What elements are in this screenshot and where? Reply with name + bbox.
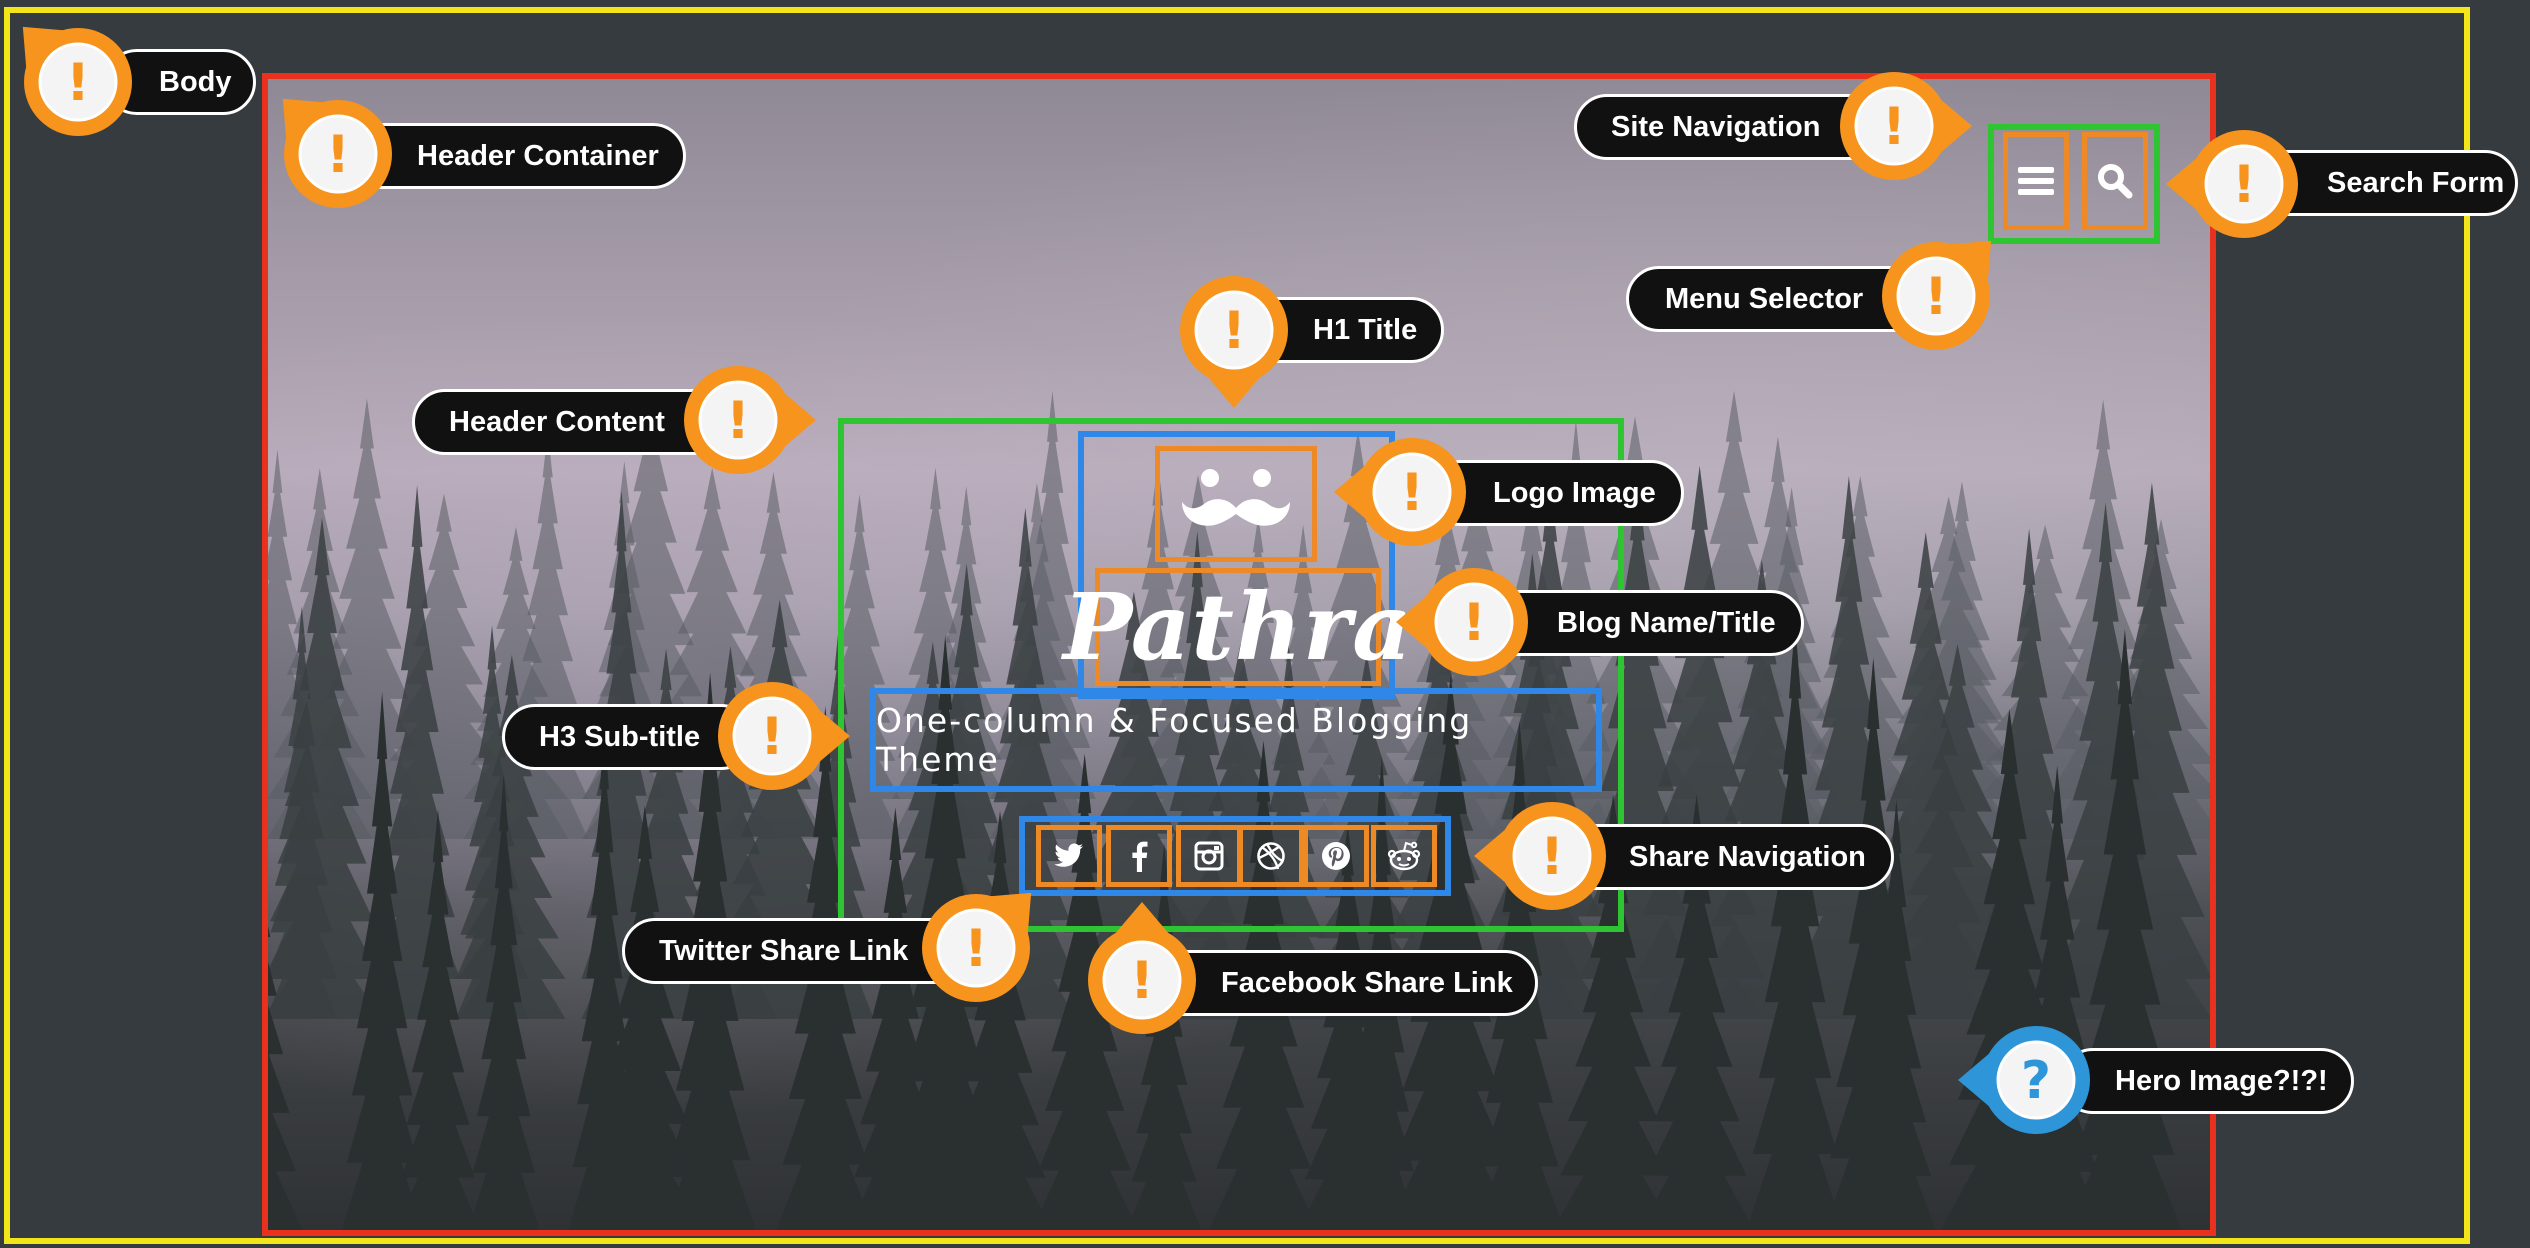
exclamation-icon: ! — [326, 125, 350, 185]
exclamation-icon: ! — [726, 391, 750, 451]
logo-image[interactable] — [1155, 446, 1317, 562]
warning-badge-header-content: ! — [682, 364, 816, 476]
instagram-icon — [1194, 841, 1224, 871]
warning-badge-header-container: ! — [282, 98, 394, 210]
tree-shape — [1856, 799, 1937, 1230]
callout-site-navigation-text: Site Navigation — [1611, 110, 1821, 143]
callout-hero-image-text: Hero Image?!?! — [2115, 1064, 2328, 1097]
warning-badge-menu-selector: ! — [1880, 240, 1992, 352]
tree-shape — [948, 810, 1052, 1230]
h3-subtitle: One-column & Focused Blogging Theme — [870, 688, 1602, 792]
tree-shape — [586, 805, 703, 1230]
tree-shape — [268, 517, 382, 1019]
blog-name-title[interactable]: Pathra — [1063, 568, 1412, 686]
dribbble-share-link[interactable] — [1238, 825, 1304, 887]
question-mark-icon: ? — [2021, 1051, 2051, 1111]
tree-shape — [395, 809, 481, 1230]
exclamation-icon: ! — [1462, 593, 1486, 653]
callout-site-navigation-label: Site Navigation — [1574, 94, 1886, 160]
magnifier-icon — [2098, 164, 2133, 199]
exclamation-icon: ! — [1924, 267, 1948, 327]
pinterest-share-link[interactable] — [1303, 825, 1369, 887]
callout-header-content-label: Header Content — [412, 389, 726, 455]
search-form-button[interactable] — [2082, 132, 2148, 230]
facebook-icon — [1132, 841, 1148, 872]
callout-hero-image-label: Hero Image?!?! — [2060, 1048, 2354, 1114]
pinterest-icon — [1322, 842, 1350, 870]
tree-shape — [1031, 753, 1138, 1230]
warning-badge-h1-title: ! — [1178, 274, 1290, 408]
callout-search-form-text: Search Form — [2327, 166, 2505, 199]
tree-shape — [1639, 794, 1754, 1230]
warning-badge-logo-image: ! — [1334, 436, 1468, 548]
callout-logo-image-text: Logo Image — [1493, 476, 1656, 509]
menu-selector-button[interactable] — [2003, 132, 2069, 230]
twitter-icon — [1054, 843, 1083, 867]
callout-share-navigation-label: Share Navigation — [1554, 824, 1894, 890]
tree-shape — [268, 925, 303, 1230]
facebook-share-link[interactable] — [1106, 825, 1172, 887]
callout-header-container-text: Header Container — [417, 139, 659, 172]
callout-twitter-share-link-text: Twitter Share Link — [659, 934, 909, 967]
callout-menu-selector-label: Menu Selector — [1626, 266, 1926, 332]
instagram-share-link[interactable] — [1176, 825, 1242, 887]
callout-facebook-share-link-text: Facebook Share Link — [1221, 966, 1513, 999]
question-badge-hero-image: ? — [1958, 1024, 2092, 1136]
tree-shape — [1300, 430, 1416, 839]
tree-shape — [1127, 843, 1202, 1230]
exclamation-icon: ! — [1540, 827, 1564, 887]
tree-shape — [1746, 622, 1844, 1230]
warning-badge-twitter-share-link: ! — [920, 892, 1032, 1004]
callout-facebook-share-link-label: Facebook Share Link — [1142, 950, 1538, 1016]
callout-h3-subtitle-text: H3 Sub-title — [539, 720, 701, 753]
exclamation-icon: ! — [1400, 463, 1424, 523]
reddit-icon — [1387, 841, 1421, 871]
exclamation-icon: ! — [1222, 301, 1246, 361]
callout-menu-selector-text: Menu Selector — [1665, 282, 1864, 315]
mustache-icon — [1182, 469, 1290, 526]
exclamation-icon: ! — [66, 53, 90, 113]
blog-name-text: Pathra — [1063, 573, 1413, 681]
warning-badge-search-form: ! — [2166, 128, 2300, 240]
callout-blog-name-title-text: Blog Name/Title — [1557, 606, 1776, 639]
hamburger-icon — [2018, 167, 2054, 195]
tree-shape — [467, 774, 540, 1230]
tree-shape — [341, 691, 423, 1230]
exclamation-icon: ! — [2232, 155, 2256, 215]
callout-body-text: Body — [159, 65, 232, 98]
dribbble-icon — [1257, 842, 1285, 870]
reddit-share-link[interactable] — [1371, 825, 1437, 887]
warning-badge-site-navigation: ! — [1838, 70, 1972, 182]
exclamation-icon: ! — [1882, 97, 1906, 157]
warning-badge-share-navigation: ! — [1474, 800, 1608, 912]
exclamation-icon: ! — [760, 707, 784, 767]
tree-shape — [1552, 794, 1674, 1230]
callout-header-content-text: Header Content — [449, 405, 665, 438]
exclamation-icon: ! — [1130, 951, 1154, 1011]
exclamation-icon: ! — [964, 919, 988, 979]
tree-shape — [717, 599, 843, 1019]
callout-logo-image-label: Logo Image — [1428, 460, 1684, 526]
warning-badge-h3-subtitle: ! — [716, 680, 850, 792]
subtitle-text: One-column & Focused Blogging Theme — [876, 701, 1473, 779]
callout-twitter-share-link-label: Twitter Share Link — [622, 918, 978, 984]
callout-share-navigation-text: Share Navigation — [1629, 840, 1866, 873]
warning-badge-body: ! — [22, 26, 134, 138]
warning-badge-blog-name-title: ! — [1396, 566, 1530, 678]
tree-shape — [458, 654, 566, 1019]
callout-h1-title-text: H1 Title — [1313, 313, 1418, 346]
twitter-share-link[interactable] — [1036, 825, 1102, 887]
warning-badge-facebook-share-link: ! — [1086, 902, 1198, 1036]
